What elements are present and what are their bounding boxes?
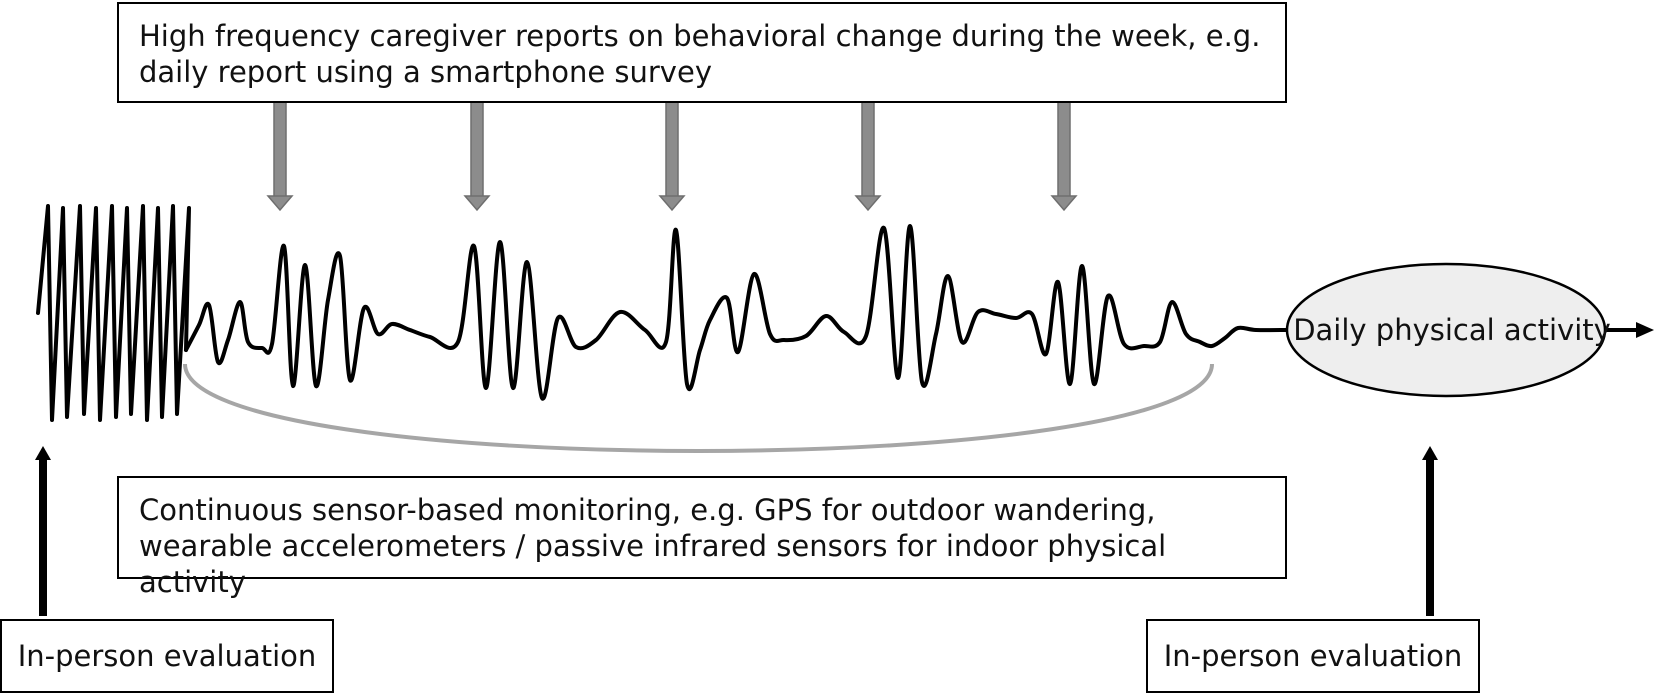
- report-arrow-2: [463, 101, 491, 212]
- output-arrow: [1605, 322, 1654, 338]
- activity-wave: [184, 223, 1289, 401]
- caregiver-reports-box: High frequency caregiver reports on beha…: [117, 2, 1287, 103]
- report-arrow-3: [658, 101, 686, 212]
- monitoring-bracket: [183, 363, 1214, 453]
- sensor-monitoring-text: Continuous sensor-based monitoring, e.g.…: [139, 493, 1167, 599]
- daily-activity-label: Daily physical activity: [1293, 313, 1611, 347]
- left-eval-arrow: [35, 446, 51, 616]
- right-eval-arrow: [1422, 446, 1438, 616]
- right-in-person-evaluation-box: In-person evaluation: [1146, 619, 1480, 693]
- left-in-person-evaluation-box: In-person evaluation: [0, 619, 334, 693]
- report-arrow-4: [854, 101, 882, 212]
- caregiver-reports-text: High frequency caregiver reports on beha…: [139, 19, 1261, 89]
- report-arrow-5: [1050, 101, 1078, 212]
- left-in-person-evaluation-label: In-person evaluation: [17, 639, 317, 673]
- report-arrow-1: [266, 101, 294, 212]
- report-arrows: [266, 101, 1078, 212]
- sensor-monitoring-box: Continuous sensor-based monitoring, e.g.…: [117, 476, 1287, 599]
- zigzag-signal: [36, 204, 191, 422]
- right-in-person-evaluation-label: In-person evaluation: [1163, 639, 1463, 673]
